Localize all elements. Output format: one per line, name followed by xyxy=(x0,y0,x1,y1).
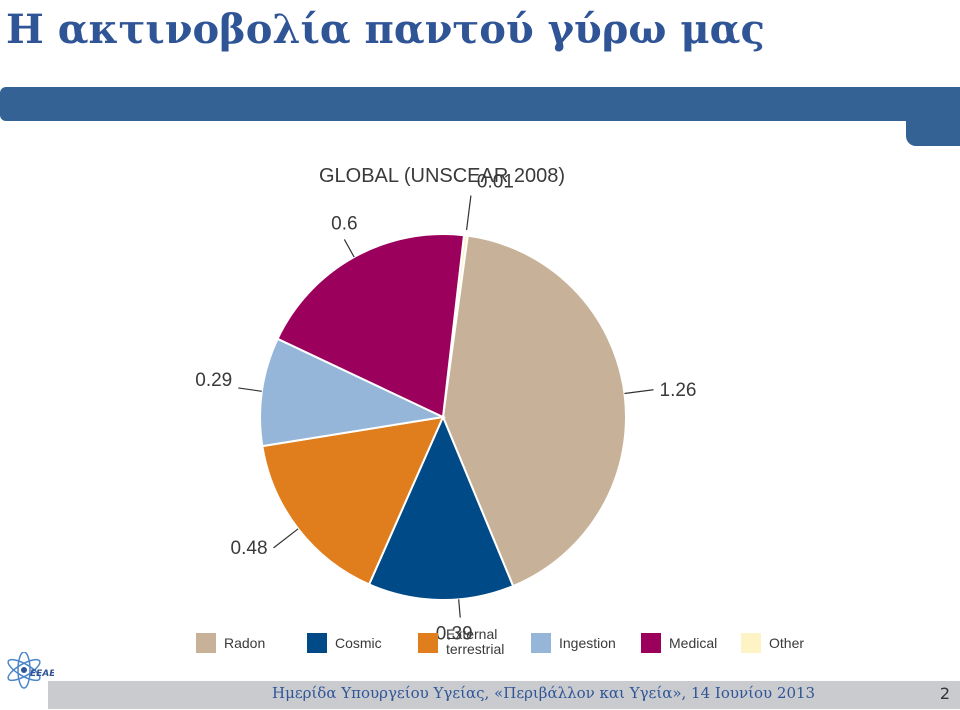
title-bar xyxy=(0,87,960,121)
legend-swatch-ingestion xyxy=(531,633,551,653)
leader-line-external-terrestrial xyxy=(273,528,299,549)
footer-bar xyxy=(48,681,960,709)
pie-slice-external-terrestrial xyxy=(261,415,445,586)
pie-chart: GLOBAL (UNSCEAR 2008) 0.011.260.390.480.… xyxy=(195,165,804,657)
legend-swatch-external-terrestrial xyxy=(418,633,438,653)
leader-line-cosmic xyxy=(458,599,461,618)
legend-swatch-medical xyxy=(641,633,661,653)
pie-slice-radon xyxy=(441,234,627,588)
chart-legend: Radon Cosmic External terrestrial Ingestion M… xyxy=(196,626,804,657)
slide-title: Η ακτινοβολία παντού γύρω μας xyxy=(6,6,765,53)
slice-label-radon: 1.26 xyxy=(660,380,697,401)
leader-line-ingestion xyxy=(238,387,262,392)
title-bar-tab xyxy=(906,87,960,146)
chart-title: GLOBAL (UNSCEAR 2008) xyxy=(319,165,565,187)
logo-text: ΕΕΑΕ xyxy=(30,669,54,679)
pie-slices xyxy=(259,233,627,601)
legend-swatch-radon xyxy=(196,633,216,653)
legend-label-medical: Medical xyxy=(669,635,717,651)
slice-label-medical: 0.6 xyxy=(331,213,357,234)
legend-label-ingestion: Ingestion xyxy=(559,635,616,651)
legend-label-other: Other xyxy=(769,635,804,651)
legend-swatch-other xyxy=(741,633,761,653)
legend-label-cosmic: Cosmic xyxy=(335,635,382,651)
slice-label-other: 0.01 xyxy=(477,171,514,192)
pie-slice-cosmic xyxy=(367,414,515,601)
legend-label-external-terrestrial: External terrestrial xyxy=(446,626,504,657)
pie-slice-medical xyxy=(276,233,466,419)
slice-label-external-terrestrial: 0.48 xyxy=(231,538,268,559)
slice-leader-lines xyxy=(238,195,654,618)
slice-label-ingestion: 0.29 xyxy=(195,370,232,391)
legend-label-radon: Radon xyxy=(224,635,265,651)
page-number: 2 xyxy=(939,684,950,703)
leader-line-radon xyxy=(624,389,654,395)
leader-line-medical xyxy=(343,239,355,258)
legend-swatch-cosmic xyxy=(307,633,327,653)
footer-text: Ημερίδα Υπουργείου Υγείας, «Περιβάλλον κ… xyxy=(272,684,816,702)
leader-line-other xyxy=(465,195,472,231)
eeae-logo: ΕΕΑΕ xyxy=(7,652,54,689)
slice-label-cosmic: 0.39 xyxy=(436,624,473,645)
slice-value-labels: 0.01 1.26 0.39 0.48 0.29 0.6 xyxy=(195,171,696,644)
